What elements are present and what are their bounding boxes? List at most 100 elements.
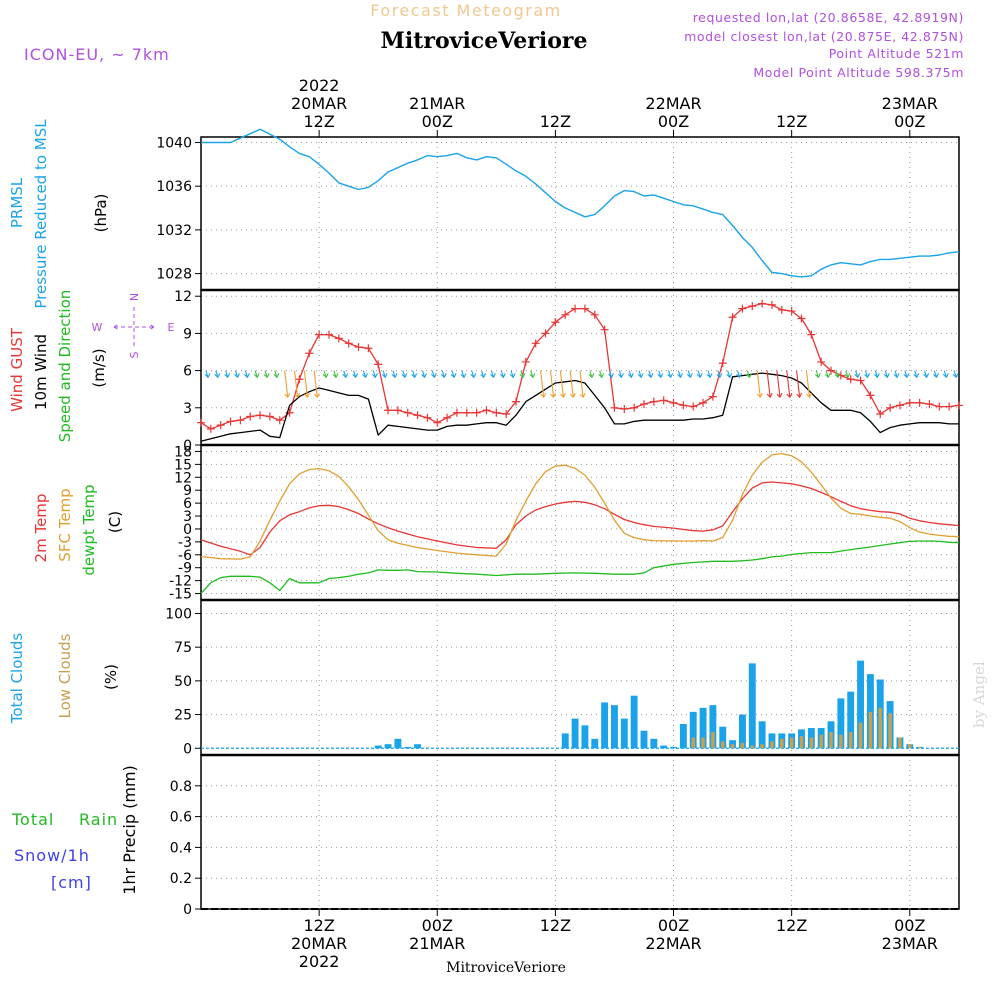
wind-arrow <box>353 370 357 378</box>
gust-point <box>955 401 963 410</box>
x-tick-label: 12Z <box>303 112 334 131</box>
wind-arrow-head <box>647 373 654 379</box>
gust-point <box>364 344 373 353</box>
total-cloud-bar <box>689 711 697 749</box>
gust-point <box>472 408 481 417</box>
total-cloud-bar <box>394 738 402 749</box>
wind-arrow-head <box>657 373 664 379</box>
compass-east: E <box>168 321 175 334</box>
wind-arrow-head <box>304 392 310 399</box>
y-tick-label: 9 <box>183 483 192 499</box>
gust-point <box>206 424 215 433</box>
panel-frame <box>200 444 960 601</box>
gust-point <box>334 334 343 343</box>
low-cloud-bar <box>750 745 754 749</box>
gust-point <box>866 391 875 400</box>
low-cloud-bar <box>701 737 705 749</box>
wind-arrow-head <box>706 373 713 379</box>
wind-arrow <box>284 370 289 398</box>
y-tick-label: 0.4 <box>170 840 192 856</box>
wind-arrow <box>274 370 278 378</box>
compass-north: N <box>128 293 141 301</box>
side-label-wind-dir: Speed and Direction <box>56 290 74 443</box>
y-tick-label: 12 <box>174 470 192 486</box>
compass-south: S <box>128 351 141 358</box>
y-tick-label: 1040 <box>156 135 192 151</box>
gust-point <box>620 405 629 414</box>
wind-arrow <box>569 370 574 398</box>
gust-point <box>856 376 865 385</box>
wind-arrow-head <box>903 373 910 379</box>
wind-arrow-head <box>696 373 703 379</box>
wind-arrow <box>687 370 691 378</box>
wind-arrow-head <box>529 373 536 379</box>
gust-point <box>787 307 796 316</box>
side-label-temp2m: 2m Temp <box>32 494 50 563</box>
gust-point <box>876 410 885 418</box>
wind-arrow <box>835 370 839 378</box>
wind-speed-line <box>200 372 959 442</box>
gust-point <box>423 413 432 422</box>
panels: 1028103210361040036912-15-12-9-6-3036912… <box>156 128 963 918</box>
y-tick-label: 3 <box>183 401 192 417</box>
low-cloud-bar <box>730 744 735 749</box>
ylabel-hpa: (hPa) <box>92 194 110 233</box>
gust-point <box>305 349 314 358</box>
gust-point <box>767 300 776 309</box>
x-tick-label: 00Z <box>422 112 453 131</box>
wind-arrow <box>244 370 248 378</box>
gust-point <box>403 408 412 417</box>
wind-arrow <box>333 370 337 378</box>
wind-arrow <box>549 370 555 398</box>
gust-point <box>413 411 422 420</box>
low-cloud-bar <box>917 746 922 749</box>
wind-arrow <box>234 370 239 378</box>
wind-arrow-head <box>263 373 270 379</box>
y-tick-label: 12 <box>174 289 192 305</box>
wind-arrow <box>402 370 406 378</box>
wind-arrow-head <box>362 373 368 379</box>
wind-arrow <box>461 370 465 378</box>
gust-point <box>590 310 599 319</box>
x-tick-label: 12Z <box>776 916 807 935</box>
panel-frame <box>200 289 960 446</box>
wind-arrow <box>264 370 268 378</box>
wind-arrow <box>855 370 859 378</box>
wind-arrow <box>471 370 475 378</box>
model-label: ICON-EU, ~ 7km <box>24 45 170 64</box>
wind-arrow-head <box>736 373 743 379</box>
wind-arrow-head <box>460 373 467 379</box>
wind-arrow <box>599 370 603 378</box>
wind-arrow <box>796 370 801 398</box>
ylabel-pct: (%) <box>102 664 120 690</box>
closest-coords: model closest lon,lat (20.875E, 42.875N) <box>684 29 964 44</box>
wind-arrow-head <box>342 373 349 379</box>
wind-arrow-head <box>637 373 644 379</box>
total-cloud-bar <box>837 698 845 749</box>
low-cloud-bar <box>868 711 873 749</box>
panel-5: 0 0.2 0.4 0.6 0.8 <box>170 754 960 918</box>
gust-point <box>777 305 786 314</box>
gust-point <box>669 398 678 407</box>
total-cloud-bar <box>630 695 638 749</box>
wind-arrow <box>205 370 209 378</box>
total-cloud-bar <box>581 725 589 749</box>
wind-arrow-head <box>766 392 773 399</box>
low-cloud-bar <box>740 742 745 749</box>
side-label-sfc: SFC Temp <box>56 488 74 561</box>
credit-text: by Angel <box>970 661 988 728</box>
gust-point <box>452 408 461 417</box>
wind-arrow <box>254 370 258 378</box>
wind-arrow-head <box>519 373 526 379</box>
wind-arrow <box>884 370 888 378</box>
wind-arrow-head <box>874 373 880 379</box>
low-cloud-bar <box>839 734 843 749</box>
wind-arrow-head <box>726 373 733 379</box>
y-tick-label: 6 <box>183 364 192 380</box>
x-tick-label: 12Z <box>540 112 571 131</box>
gust-point <box>817 357 826 366</box>
low-cloud-bar <box>848 732 853 749</box>
wind-arrow <box>441 370 445 378</box>
total-cloud-bar <box>699 707 707 749</box>
gust-point <box>521 357 530 366</box>
